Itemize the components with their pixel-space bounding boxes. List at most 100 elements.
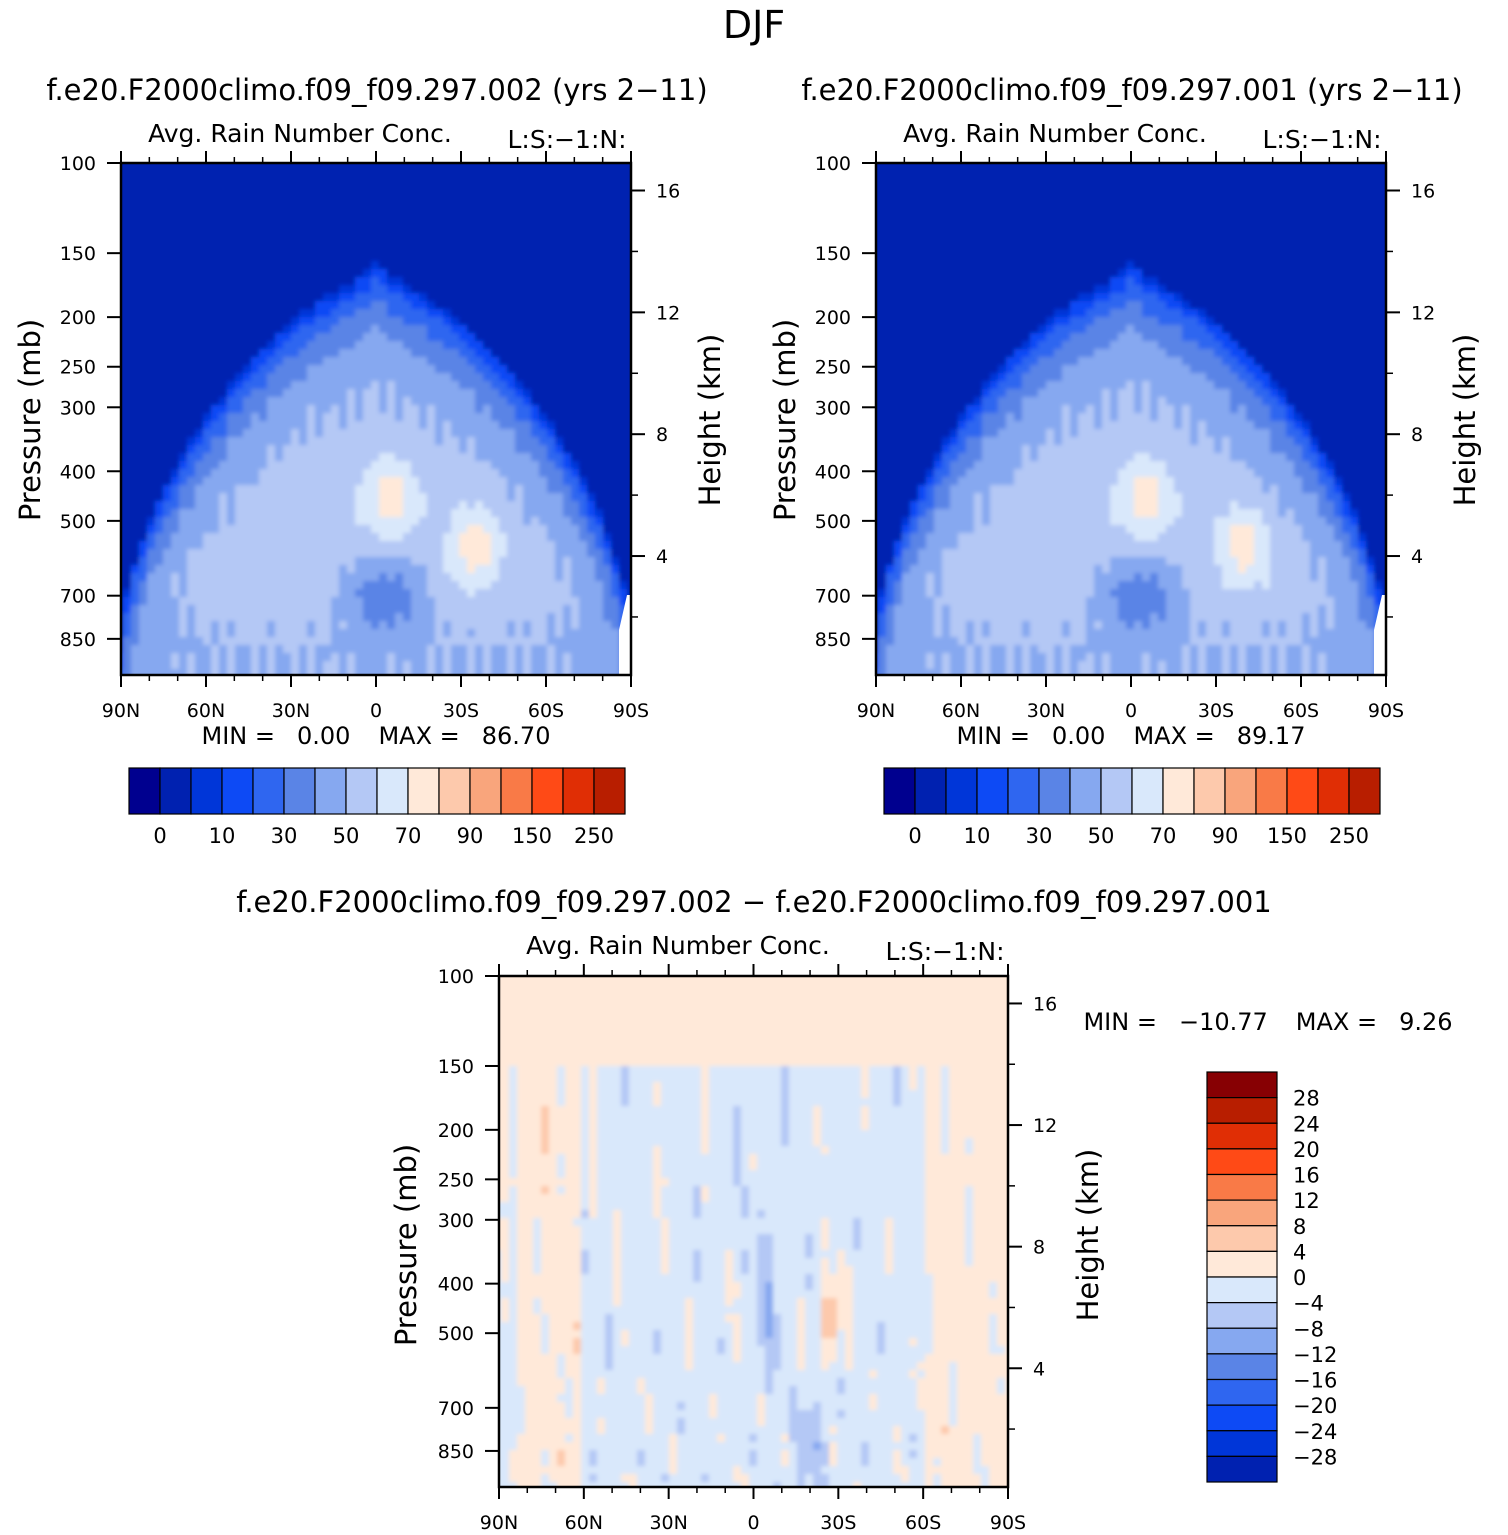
field-cell (499, 477, 508, 486)
field-cell (926, 309, 935, 318)
field-cell (147, 221, 156, 230)
field-cell (563, 445, 572, 454)
field-cell (902, 669, 911, 675)
field-cell (331, 645, 340, 654)
field-cell (379, 173, 388, 182)
field-cell (363, 445, 372, 454)
field-cell (587, 645, 596, 654)
field-cell (139, 517, 148, 526)
field-cell (267, 573, 276, 582)
field-cell (547, 509, 556, 518)
field-cell (876, 517, 879, 526)
field-cell (910, 397, 919, 406)
field-cell (259, 405, 268, 414)
field-cell (339, 509, 348, 518)
field-cell (363, 181, 372, 190)
field-cell (467, 573, 476, 582)
field-cell (121, 653, 124, 662)
field-cell (918, 653, 927, 662)
field-cell (579, 221, 588, 230)
field-cell (587, 213, 596, 222)
field-cell (155, 429, 164, 438)
field-cell (587, 333, 596, 342)
field-cell (571, 357, 580, 366)
field-cell (251, 381, 260, 390)
field-cell (291, 325, 300, 334)
field-cell (379, 421, 388, 430)
field-cell (299, 661, 308, 670)
field-cell (459, 485, 468, 494)
field-cell (243, 573, 252, 582)
field-cell (619, 429, 628, 438)
field-cell (619, 261, 628, 270)
field-cell (403, 381, 412, 390)
field-cell (467, 645, 476, 654)
colorbar-0: 0 10 30 50 70 90 150 250 (128, 767, 626, 848)
field-cell (131, 629, 140, 638)
field-cell (475, 653, 484, 662)
field-cell (243, 533, 252, 542)
field-cell (379, 349, 388, 358)
field-cell (611, 253, 620, 262)
field-cell (211, 221, 220, 230)
field-cell (435, 509, 444, 518)
field-cell (886, 221, 895, 230)
field-cell (387, 261, 396, 270)
field-cell (894, 229, 903, 238)
field-cell (267, 605, 276, 614)
field-cell (451, 565, 460, 574)
field-cell (451, 245, 460, 254)
field-cell (563, 421, 572, 430)
field-cell (507, 373, 516, 382)
field-cell (427, 381, 436, 390)
field-cell (467, 309, 476, 318)
field-cell (267, 557, 276, 566)
field-cell (275, 501, 284, 510)
field-cell (123, 325, 132, 334)
field-cell (323, 613, 332, 622)
colorbar-swatch (345, 767, 378, 815)
field-cell (275, 333, 284, 342)
field-cell (587, 413, 596, 422)
field-cell (371, 229, 380, 238)
field-cell (155, 485, 164, 494)
field-cell (531, 413, 540, 422)
field-cell (211, 381, 220, 390)
field-cell (918, 525, 927, 534)
field-cell (403, 197, 412, 206)
field-1 (876, 163, 1386, 675)
field-cell (219, 669, 228, 675)
field-cell (878, 573, 887, 582)
field-cell (467, 493, 476, 502)
field-cell (379, 213, 388, 222)
field-cell (523, 389, 532, 398)
y-tick-label: 850 (60, 629, 96, 651)
field-cell (347, 469, 356, 478)
field-cell (595, 621, 604, 630)
field-cell (347, 245, 356, 254)
field-cell (395, 285, 404, 294)
field-cell (267, 637, 276, 646)
field-cell (515, 197, 524, 206)
field-cell (411, 163, 420, 166)
field-cell (894, 365, 903, 374)
field-cell (451, 213, 460, 222)
field-cell (443, 509, 452, 518)
field-cell (635, 333, 644, 342)
field-cell (155, 221, 164, 230)
field-cell (227, 557, 236, 566)
field-cell (579, 445, 588, 454)
field-cell (315, 525, 324, 534)
field-cell (635, 661, 644, 670)
x-tick-label: 60S (528, 700, 564, 722)
field-cell (619, 285, 628, 294)
field-cell (918, 445, 927, 454)
field-cell (121, 389, 124, 398)
field-cell (571, 589, 580, 598)
field-cell (171, 533, 180, 542)
field-cell (395, 509, 404, 518)
field-cell (595, 421, 604, 430)
field-cell (579, 557, 588, 566)
field-cell (187, 365, 196, 374)
field-cell (910, 301, 919, 310)
